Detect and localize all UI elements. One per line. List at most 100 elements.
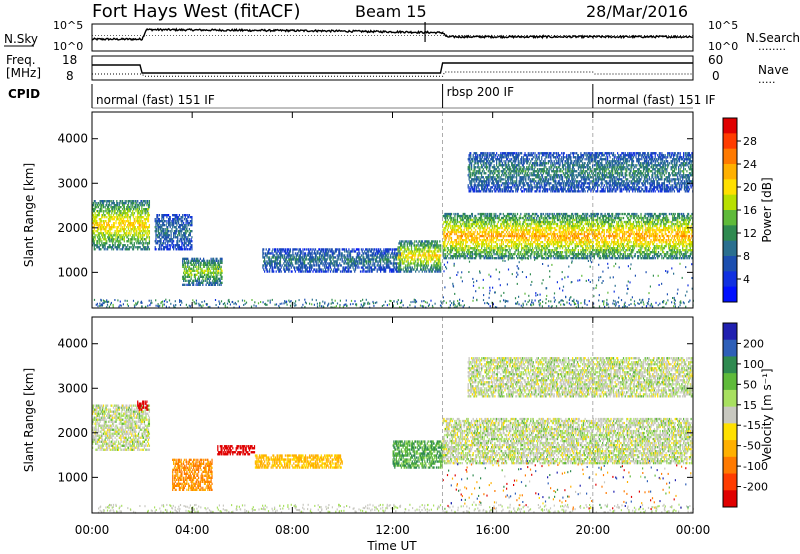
range-cell [270, 266, 271, 268]
range-cell [140, 228, 141, 230]
range-cell [322, 262, 323, 264]
range-cell [149, 206, 150, 208]
range-cell [186, 246, 187, 248]
range-cell [474, 217, 475, 219]
range-cell [206, 280, 207, 282]
range-cell [142, 236, 143, 238]
range-cell [497, 251, 498, 253]
range-cell [428, 252, 429, 254]
range-cell [373, 258, 374, 260]
range-cell [171, 236, 172, 238]
range-cell [179, 234, 180, 236]
range-cell [316, 262, 317, 264]
range-cell [414, 244, 415, 246]
range-cell [300, 254, 301, 256]
range-cell [128, 226, 129, 228]
range-cell [180, 218, 181, 220]
range-cell [189, 214, 190, 216]
range-cell [262, 250, 263, 252]
range-cell [465, 235, 466, 237]
range-cell [304, 262, 305, 264]
range-cell [493, 233, 494, 235]
range-cell [330, 270, 331, 272]
range-cell [423, 250, 424, 252]
range-cell [166, 216, 167, 218]
range-cell [204, 274, 205, 276]
range-cell [148, 234, 149, 236]
range-cell [482, 233, 483, 235]
range-cell [127, 212, 128, 214]
range-cell [110, 230, 111, 232]
range-cell [328, 250, 329, 252]
range-cell [305, 270, 306, 272]
range-cell [511, 247, 512, 249]
range-cell [392, 252, 393, 254]
range-cell [348, 262, 349, 264]
range-cell [342, 260, 343, 262]
range-cell [182, 262, 183, 264]
range-cell [275, 266, 276, 268]
range-cell [472, 219, 473, 221]
range-cell [531, 249, 532, 251]
range-cell [539, 247, 540, 249]
range-cell [162, 220, 163, 222]
range-cell [140, 220, 141, 222]
range-cell [178, 222, 179, 224]
range-cell [317, 260, 318, 262]
range-cell [374, 264, 375, 266]
range-cell [521, 227, 522, 229]
range-cell [149, 226, 150, 228]
range-cell [512, 227, 513, 229]
range-cell [135, 222, 136, 224]
range-cell [197, 258, 198, 260]
cpid-segment-label: rbsp 200 IF [447, 85, 514, 99]
range-cell [495, 215, 496, 217]
range-cell [135, 226, 136, 228]
range-cell [167, 228, 168, 230]
range-cell [118, 236, 119, 238]
range-cell [122, 248, 123, 250]
range-cell [106, 222, 107, 224]
range-cell [191, 274, 192, 276]
range-cell [120, 222, 121, 224]
range-cell [428, 264, 429, 266]
range-cell [536, 227, 537, 229]
power-panel: Slant Range [km] 1000200030004000 [22, 112, 694, 309]
range-cell [267, 264, 268, 266]
range-cell [145, 230, 146, 232]
range-cell [398, 252, 399, 254]
range-cell [497, 243, 498, 245]
range-cell [350, 254, 351, 256]
range-cell [523, 217, 524, 219]
range-cell [116, 206, 117, 208]
range-cell [327, 252, 328, 254]
range-cell [157, 234, 158, 236]
range-cell [147, 202, 148, 204]
range-cell [388, 250, 389, 252]
cpid-label: CPID [8, 87, 40, 101]
range-cell [125, 222, 126, 224]
range-cell [501, 223, 502, 225]
range-cell [187, 214, 188, 216]
range-cell [517, 235, 518, 237]
range-cell [100, 244, 101, 246]
range-cell [166, 238, 167, 240]
range-cell [95, 208, 96, 210]
range-cell [333, 270, 334, 272]
range-cell [308, 254, 309, 256]
range-cell [134, 244, 135, 246]
range-cell [101, 206, 102, 208]
range-cell [484, 251, 485, 253]
range-cell [487, 215, 488, 217]
range-cell [190, 232, 191, 234]
range-cell [133, 216, 134, 218]
range-cell [330, 258, 331, 260]
range-cell [468, 245, 469, 247]
range-cell [362, 266, 363, 268]
range-cell [512, 233, 513, 235]
range-cell [521, 255, 522, 257]
range-cell [536, 233, 537, 235]
range-cell [447, 217, 448, 219]
range-cell [494, 229, 495, 231]
range-cell [205, 262, 206, 264]
